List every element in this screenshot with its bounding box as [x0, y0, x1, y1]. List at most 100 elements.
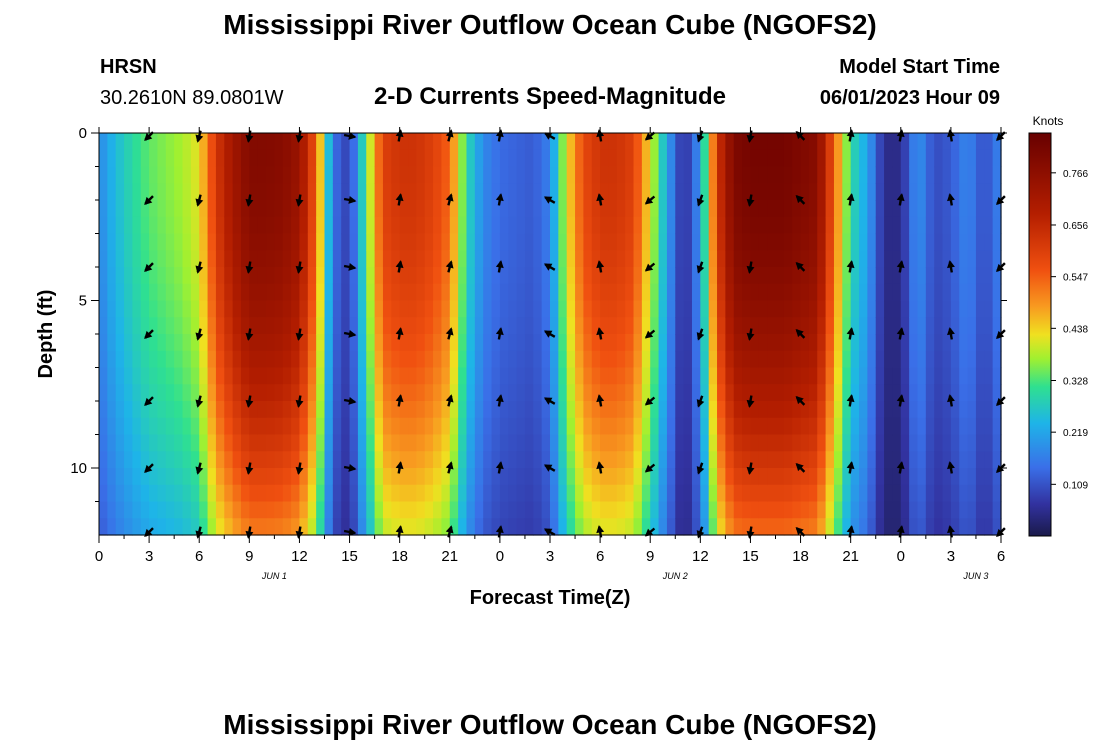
heatmap-cell — [591, 300, 601, 318]
heatmap-cell — [299, 350, 309, 369]
heatmap-cell — [967, 166, 977, 184]
current-vector — [644, 131, 656, 141]
heatmap-cell — [458, 183, 468, 201]
heatmap-cell — [808, 166, 818, 184]
heatmap-cell — [917, 417, 927, 436]
heatmap-cell — [408, 501, 417, 519]
heatmap-cell — [825, 384, 835, 402]
heatmap-cell — [174, 166, 184, 184]
heatmap-cell — [491, 200, 501, 218]
vector-head — [795, 329, 804, 338]
heatmap-cell — [382, 417, 392, 436]
heatmap-cell — [491, 183, 501, 201]
heatmap-cell — [817, 334, 827, 352]
heatmap-cell — [458, 451, 468, 469]
heatmap-cell — [616, 367, 626, 385]
heatmap-cell — [174, 133, 184, 151]
heatmap-cell — [942, 367, 952, 385]
heatmap-cell — [775, 149, 785, 168]
heatmap-cell — [641, 166, 651, 184]
heatmap-cell — [708, 216, 718, 235]
colorbar-tick-label: 0.656 — [1063, 221, 1088, 232]
heatmap-cell — [424, 233, 434, 251]
heatmap-cell — [291, 484, 301, 503]
heatmap-cell — [257, 501, 267, 519]
heatmap-cell — [157, 484, 167, 503]
heatmap-cell — [124, 317, 134, 335]
heatmap-cell — [416, 401, 426, 419]
heatmap-cell — [433, 434, 443, 452]
heatmap-cell — [909, 233, 919, 251]
heatmap-cell — [967, 216, 977, 235]
heatmap-cell — [190, 417, 200, 436]
current-vector — [295, 261, 304, 274]
heatmap-cell — [266, 183, 275, 201]
heatmap-cell — [466, 501, 476, 519]
heatmap-cell — [658, 401, 668, 419]
heatmap-cell — [808, 283, 818, 302]
heatmap-cell — [408, 267, 417, 285]
heatmap-cell — [792, 468, 802, 486]
heatmap-cell — [959, 317, 969, 335]
heatmap-cell — [550, 367, 559, 385]
heatmap-cell — [483, 518, 493, 536]
heatmap-cell — [792, 451, 802, 469]
heatmap-cell — [107, 434, 117, 452]
heatmap-cell — [232, 384, 242, 402]
current-vector — [445, 260, 454, 273]
heatmap-cell — [357, 468, 367, 486]
heatmap-cell — [316, 250, 326, 268]
heatmap-cell — [533, 200, 543, 218]
heatmap-cell — [433, 216, 443, 235]
heatmap-cell — [391, 518, 401, 536]
heatmap-cell — [190, 216, 200, 235]
current-vector — [543, 397, 556, 405]
heatmap-cell — [232, 200, 242, 218]
heatmap-cell — [900, 166, 910, 184]
vector-head — [395, 461, 404, 470]
heatmap-cell — [817, 200, 827, 218]
heatmap-cell — [215, 350, 225, 369]
heatmap-cell — [124, 149, 134, 168]
heatmap-cell — [900, 401, 910, 419]
heatmap-cell — [107, 334, 117, 352]
heatmap-cell — [291, 283, 301, 302]
heatmap-cell — [266, 468, 275, 486]
heatmap-cell — [107, 501, 117, 519]
heatmap-cell — [859, 334, 868, 352]
heatmap-cell — [441, 384, 451, 402]
heatmap-cell — [382, 183, 392, 201]
heatmap-cell — [975, 434, 985, 452]
colorbar-tick-label: 0.766 — [1063, 169, 1088, 180]
heatmap-cell — [850, 434, 860, 452]
heatmap-cell — [583, 518, 593, 536]
heatmap-cell — [758, 183, 768, 201]
heatmap-cell — [382, 233, 392, 251]
heatmap-cell — [282, 501, 292, 519]
current-vector — [644, 329, 656, 339]
heatmap-cell — [399, 216, 409, 235]
heatmap-cell — [717, 166, 726, 184]
heatmap-cell — [533, 233, 543, 251]
heatmap-cell — [708, 183, 718, 201]
heatmap-cell — [875, 183, 885, 201]
heatmap-cell — [717, 451, 726, 469]
heatmap-cell — [800, 384, 810, 402]
heatmap-cell — [666, 367, 676, 385]
heatmap-cell — [859, 468, 868, 486]
heatmap-cell — [332, 267, 342, 285]
heatmap-cell — [483, 417, 493, 436]
heatmap-cell — [391, 384, 401, 402]
heatmap-cell — [249, 468, 259, 486]
vector-head — [195, 265, 204, 274]
heatmap-cell — [817, 317, 827, 335]
heatmap-cell — [107, 401, 117, 419]
heatmap-cell — [190, 367, 200, 385]
heatmap-cell — [992, 484, 1002, 503]
heatmap-cell — [950, 367, 960, 385]
heatmap-cell — [307, 434, 317, 452]
heatmap-cell — [541, 149, 551, 168]
heatmap-cell — [391, 267, 401, 285]
heatmap-cell — [124, 451, 134, 469]
heatmap-cell — [967, 250, 977, 268]
